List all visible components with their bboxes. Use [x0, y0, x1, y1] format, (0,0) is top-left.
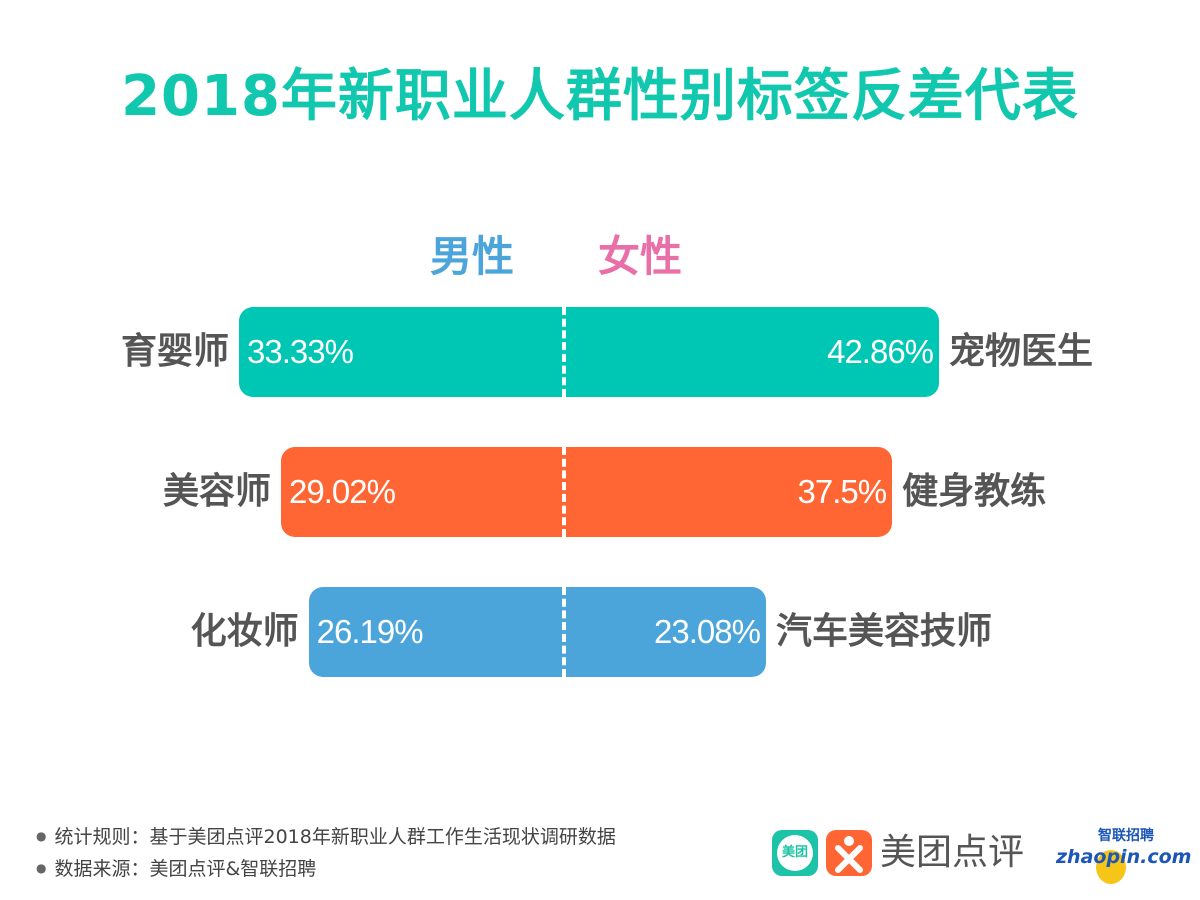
female-value-label: 42.86% — [827, 333, 934, 370]
male-value-label: 29.02% — [289, 473, 396, 510]
dianping-logo-icon — [826, 830, 872, 876]
footer-note-rule: 统计规则：基于美团点评2018年新职业人群工作生活现状调研数据 — [36, 824, 615, 849]
male-value-label: 26.19% — [316, 613, 424, 650]
male-job-label: 育婴师 — [121, 331, 230, 372]
male-job-label: 化妆师 — [190, 611, 299, 652]
female-job-label: 汽车美容技师 — [775, 611, 992, 652]
female-job-label: 健身教练 — [902, 471, 1047, 512]
meituan-logo: 美团 — [772, 830, 818, 876]
bar-row — [281, 447, 893, 537]
dianping-logo-text: 美团点评 — [880, 832, 1025, 873]
center-divider — [562, 307, 566, 397]
bar-row — [308, 587, 766, 677]
center-divider — [562, 447, 566, 537]
female-value-label: 37.5% — [797, 473, 888, 510]
zhaopin-logo-circle — [1096, 850, 1126, 884]
center-divider — [562, 587, 566, 677]
male-job-label: 美容师 — [163, 471, 272, 512]
bar-row — [239, 307, 940, 397]
male-value-label: 33.33% — [247, 333, 354, 370]
zhaopin-logo-cn: 智联招聘 — [1098, 828, 1154, 844]
legend-female: 女性 — [598, 232, 683, 281]
zhaopin-logo: 智联招聘 zhaopin.com — [1056, 828, 1191, 884]
female-job-label: 宠物医生 — [949, 331, 1094, 372]
zhaopin-logo-en: zhaopin.com — [1056, 846, 1192, 868]
female-value-label: 23.08% — [654, 613, 761, 650]
footer-note-source: 数据来源：美团点评&智联招聘 — [36, 856, 316, 881]
legend-male: 男性 — [430, 232, 515, 281]
chart-title: 2018年新职业人群性别标签反差代表 — [121, 64, 1079, 129]
meituan-logo-text: 美团 — [777, 835, 813, 871]
